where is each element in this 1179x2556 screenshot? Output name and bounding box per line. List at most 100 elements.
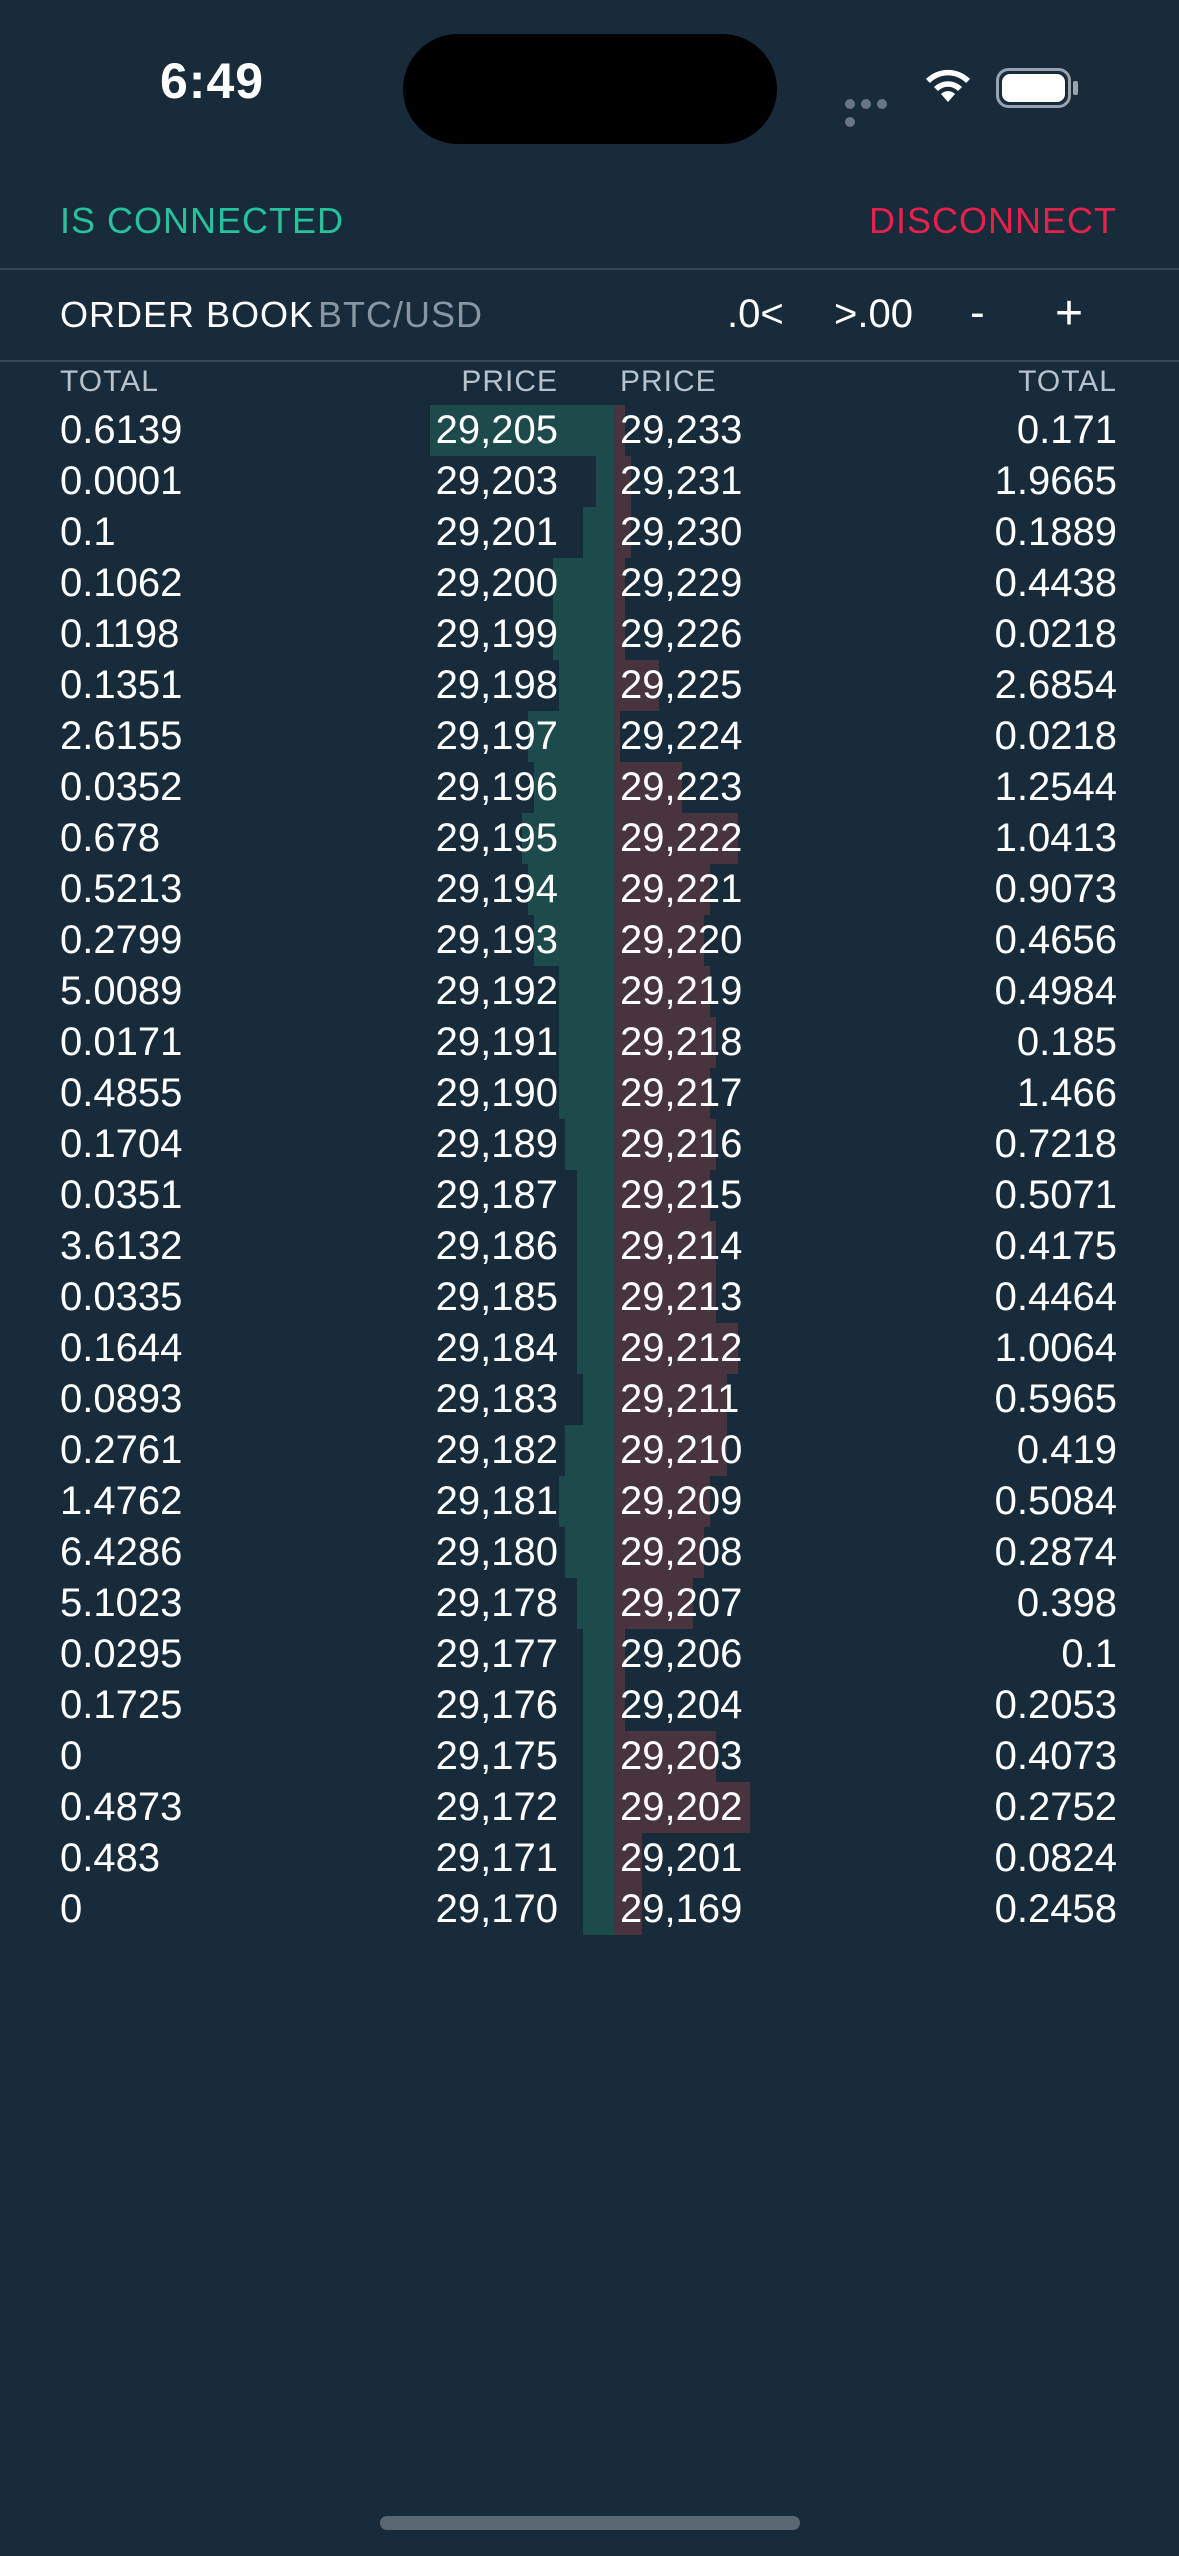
bid-price-cell: 29,195 [435, 816, 558, 860]
ask-price-cell: 29,206 [620, 1632, 743, 1676]
ask-total-header: TOTAL [1018, 365, 1117, 398]
ask-price-cell: 29,220 [620, 918, 743, 962]
order-book-row[interactable]: 0.0001 29,203 29,231 1.9665 [0, 456, 1179, 507]
order-book-row[interactable]: 0.5213 29,194 29,221 0.9073 [0, 864, 1179, 915]
order-book-row[interactable]: 0.0352 29,196 29,223 1.2544 [0, 762, 1179, 813]
zoom-out-button[interactable]: - [970, 288, 985, 337]
bid-depth-bar [577, 1221, 614, 1272]
ask-total-cell: 0.0218 [994, 714, 1117, 758]
order-book-row[interactable]: 0 29,175 29,203 0.4073 [0, 1731, 1179, 1782]
bid-depth-bar [583, 1884, 614, 1935]
order-book-row[interactable]: 0.1198 29,199 29,226 0.0218 [0, 609, 1179, 660]
bid-total-cell: 0.5213 [60, 867, 183, 911]
bid-price-cell: 29,196 [435, 765, 558, 809]
bid-total-cell: 0.1198 [60, 612, 180, 656]
bid-price-cell: 29,200 [435, 561, 558, 605]
decimals-more-button[interactable]: >.00 [834, 292, 913, 336]
order-book-row[interactable]: 0.2799 29,193 29,220 0.4656 [0, 915, 1179, 966]
order-book-row[interactable]: 0.1644 29,184 29,212 1.0064 [0, 1323, 1179, 1374]
ask-depth-bar [614, 966, 710, 1017]
bid-total-cell: 5.1023 [60, 1581, 183, 1625]
ask-depth-bar [614, 1068, 710, 1119]
bid-price-cell: 29,197 [435, 714, 558, 758]
bid-depth-bar [565, 1425, 614, 1476]
ask-depth-bar [614, 762, 682, 813]
ask-total-cell: 1.0064 [994, 1326, 1117, 1370]
order-book-row[interactable]: 0.0295 29,177 29,206 0.1 [0, 1629, 1179, 1680]
order-book-row[interactable]: 0.1704 29,189 29,216 0.7218 [0, 1119, 1179, 1170]
ask-depth-bar [614, 1374, 727, 1425]
order-book-row[interactable]: 0.1062 29,200 29,229 0.4438 [0, 558, 1179, 609]
order-book-row[interactable]: 0.2761 29,182 29,210 0.419 [0, 1425, 1179, 1476]
ask-depth-bar [614, 1017, 716, 1068]
ask-depth-bar [614, 456, 631, 507]
ask-depth-bar [614, 711, 620, 762]
zoom-in-button[interactable]: + [1055, 287, 1084, 340]
order-book-row[interactable]: 0.0335 29,185 29,213 0.4464 [0, 1272, 1179, 1323]
bid-total-cell: 0.1644 [60, 1326, 183, 1370]
ask-total-cell: 0.4175 [994, 1224, 1117, 1268]
ask-total-cell: 0.419 [1016, 1428, 1117, 1472]
ask-depth-bar [614, 507, 631, 558]
order-book-row[interactable]: 0.1725 29,176 29,204 0.2053 [0, 1680, 1179, 1731]
ask-depth-bar [614, 864, 710, 915]
ask-total-cell: 1.2544 [994, 765, 1117, 809]
bid-price-cell: 29,192 [435, 969, 558, 1013]
bid-total-cell: 0.2761 [60, 1428, 183, 1472]
bid-price-cell: 29,183 [435, 1377, 558, 1421]
bid-total-cell: 0.1351 [60, 663, 183, 707]
ask-price-cell: 29,213 [620, 1275, 743, 1319]
ask-price-cell: 29,218 [620, 1020, 743, 1064]
bid-price-cell: 29,175 [435, 1734, 558, 1778]
bid-price-cell: 29,198 [435, 663, 558, 707]
connection-status: IS CONNECTED [60, 200, 345, 241]
order-book-row[interactable]: 5.1023 29,178 29,207 0.398 [0, 1578, 1179, 1629]
ask-total-cell: 0.4464 [994, 1275, 1117, 1319]
home-indicator[interactable] [380, 2516, 800, 2530]
cellular-signal-icon [845, 96, 905, 127]
bid-price-cell: 29,185 [435, 1275, 558, 1319]
bid-total-cell: 0.4873 [60, 1785, 183, 1829]
ask-price-cell: 29,229 [620, 561, 743, 605]
ask-total-cell: 0.2752 [994, 1785, 1117, 1829]
order-book-row[interactable]: 0.0171 29,191 29,218 0.185 [0, 1017, 1179, 1068]
ask-price-cell: 29,212 [620, 1326, 743, 1370]
order-book-row[interactable]: 6.4286 29,180 29,208 0.2874 [0, 1527, 1179, 1578]
order-book-row[interactable]: 0.678 29,195 29,222 1.0413 [0, 813, 1179, 864]
ask-depth-bar [614, 915, 704, 966]
ask-total-cell: 0.398 [1016, 1581, 1117, 1625]
bid-total-cell: 0.6139 [60, 408, 183, 452]
disconnect-button[interactable]: DISCONNECT [868, 200, 1117, 241]
ask-total-cell: 0.5965 [994, 1377, 1117, 1421]
ask-price-cell: 29,204 [620, 1683, 743, 1727]
order-book-row[interactable]: 2.6155 29,197 29,224 0.0218 [0, 711, 1179, 762]
ask-total-cell: 0.185 [1016, 1020, 1117, 1064]
order-book-row[interactable]: 0.483 29,171 29,201 0.0824 [0, 1833, 1179, 1884]
bid-depth-bar [430, 405, 614, 456]
order-book-row[interactable]: 0.0351 29,187 29,215 0.5071 [0, 1170, 1179, 1221]
ask-depth-bar [614, 660, 659, 711]
bid-depth-bar [583, 1374, 614, 1425]
decimals-fewer-button[interactable]: .0< [727, 292, 784, 336]
order-book-row[interactable]: 0.1351 29,198 29,225 2.6854 [0, 660, 1179, 711]
ask-total-cell: 1.9665 [994, 459, 1117, 503]
ask-total-cell: 0.4984 [994, 969, 1117, 1013]
order-book-row[interactable]: 1.4762 29,181 29,209 0.5084 [0, 1476, 1179, 1527]
order-book-row[interactable]: 5.0089 29,192 29,219 0.4984 [0, 966, 1179, 1017]
ask-price-cell: 29,217 [620, 1071, 743, 1115]
order-book-row[interactable]: 0.6139 29,205 29,233 0.171 [0, 405, 1179, 456]
order-book-row[interactable]: 0.4873 29,172 29,202 0.2752 [0, 1782, 1179, 1833]
ask-price-cell: 29,223 [620, 765, 743, 809]
order-book-row[interactable]: 0 29,170 29,169 0.2458 [0, 1884, 1179, 1935]
ask-depth-bar [614, 1731, 716, 1782]
order-book-row[interactable]: 0.1 29,201 29,230 0.1889 [0, 507, 1179, 558]
ask-depth-bar [614, 1119, 716, 1170]
order-book-row[interactable]: 0.0893 29,183 29,211 0.5965 [0, 1374, 1179, 1425]
order-book-row[interactable]: 3.6132 29,186 29,214 0.4175 [0, 1221, 1179, 1272]
ask-price-cell: 29,214 [620, 1224, 743, 1268]
ask-depth-bar [614, 1884, 642, 1935]
bid-total-cell: 0.0171 [60, 1020, 183, 1064]
order-book-row[interactable]: 0.4855 29,190 29,217 1.466 [0, 1068, 1179, 1119]
bid-depth-bar [596, 456, 614, 507]
